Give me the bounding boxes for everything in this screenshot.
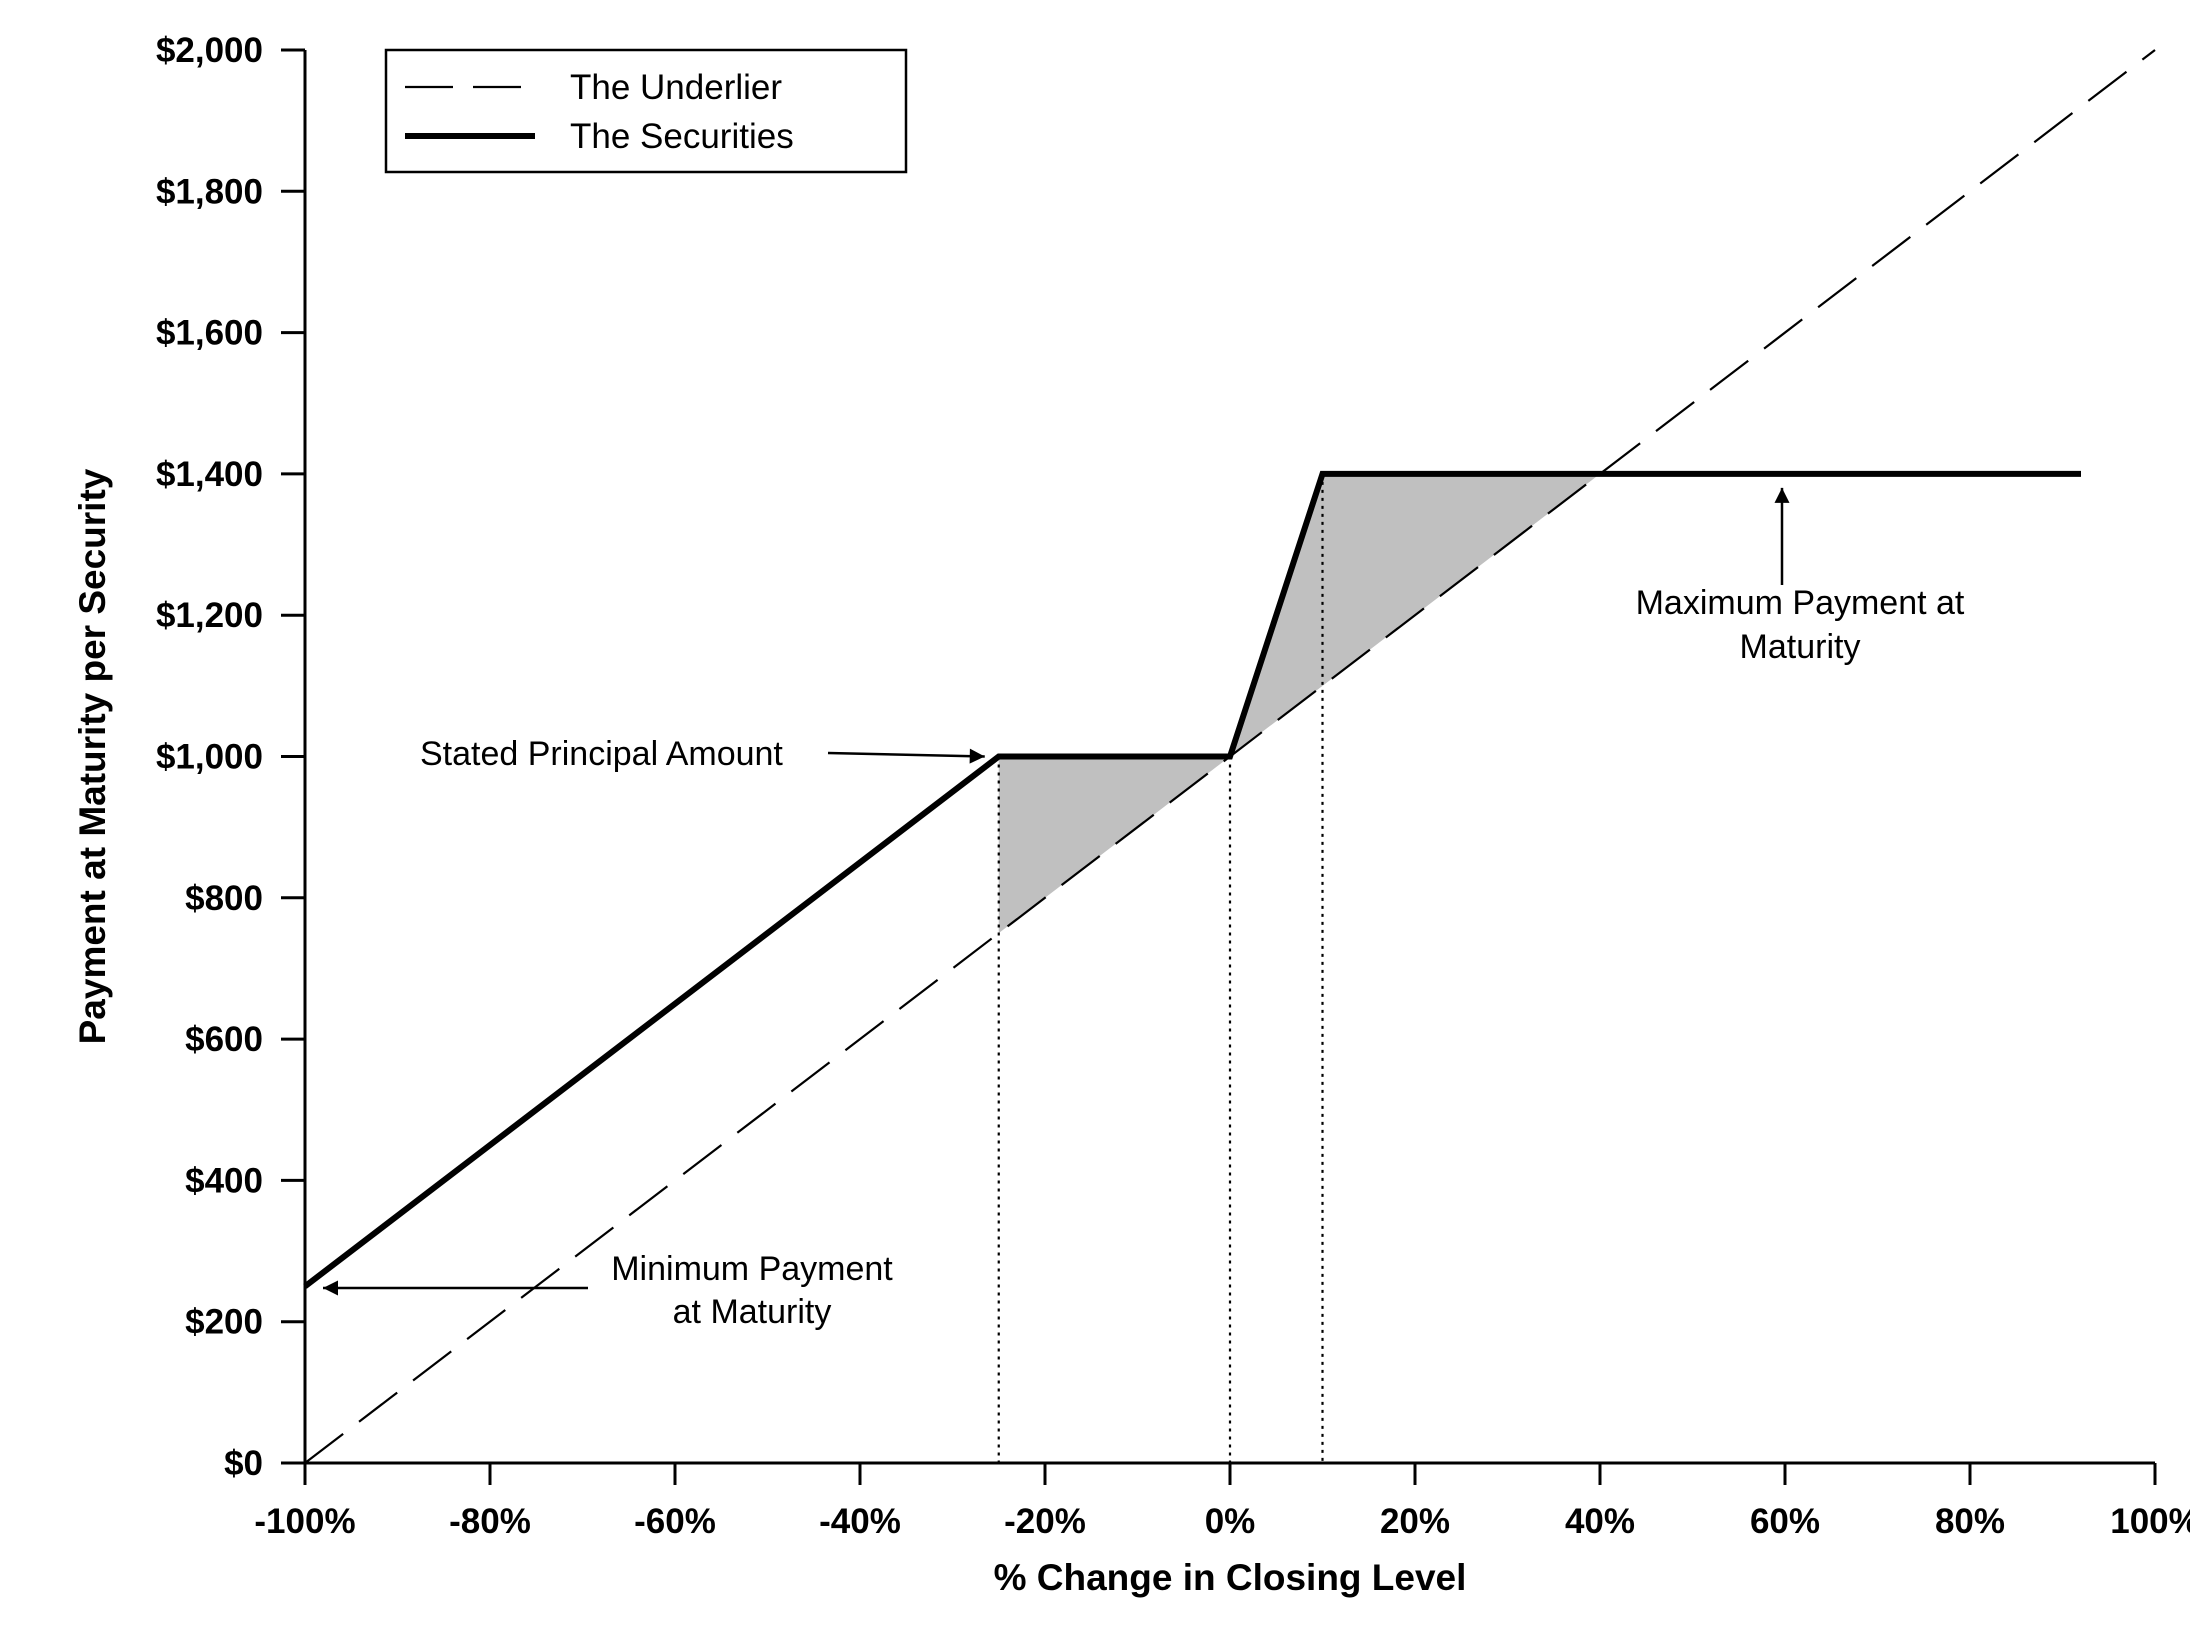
x-tick-label: 20%: [1380, 1502, 1450, 1541]
y-axis-title: Payment at Maturity per Security: [72, 468, 113, 1044]
x-tick-label: -20%: [1004, 1502, 1086, 1541]
x-tick-label: 80%: [1935, 1502, 2005, 1541]
x-axis-title: % Change in Closing Level: [994, 1557, 1467, 1598]
y-tick-label: $1,200: [156, 596, 263, 635]
y-tick-label: $1,400: [156, 455, 263, 494]
legend-box: [384, 48, 908, 174]
series-line-securities: [303, 470, 2081, 1289]
legend-label-underlier: The Underlier: [570, 68, 782, 107]
x-tick-label: -60%: [634, 1502, 716, 1541]
x-tick-label: -40%: [819, 1502, 901, 1541]
annotation-minimum-payment-line2: at Maturity: [673, 1293, 832, 1331]
y-tick-label: $1,800: [156, 172, 263, 211]
y-tick-label: $1,600: [156, 314, 263, 353]
y-tick-label: $400: [185, 1161, 263, 1200]
x-tick-label: 60%: [1750, 1502, 1820, 1541]
legend-label-securities: The Securities: [570, 117, 794, 156]
annotation-maximum-payment-line2: Maturity: [1740, 628, 1861, 666]
annotation-stated-principal: Stated Principal Amount: [420, 735, 783, 773]
y-tick-label: $200: [185, 1303, 263, 1342]
x-tick-label: -100%: [254, 1502, 355, 1541]
x-tick-label: 0%: [1205, 1502, 1256, 1541]
y-tick-label: $2,000: [156, 31, 263, 70]
x-tick-label: -80%: [449, 1502, 531, 1541]
y-tick-label: $1,000: [156, 738, 263, 777]
annotation-maximum-payment-line1: Maximum Payment at: [1636, 584, 1965, 622]
x-tick-label: 100%: [2110, 1502, 2190, 1541]
y-tick-label: $800: [185, 879, 263, 918]
y-tick-label: $0: [224, 1444, 263, 1483]
y-tick-label: $600: [185, 1020, 263, 1059]
x-tick-label: 40%: [1565, 1502, 1635, 1541]
annotation-minimum-payment-line1: Minimum Payment: [611, 1250, 893, 1288]
annotation-arrow-stated-principal: [827, 748, 985, 764]
